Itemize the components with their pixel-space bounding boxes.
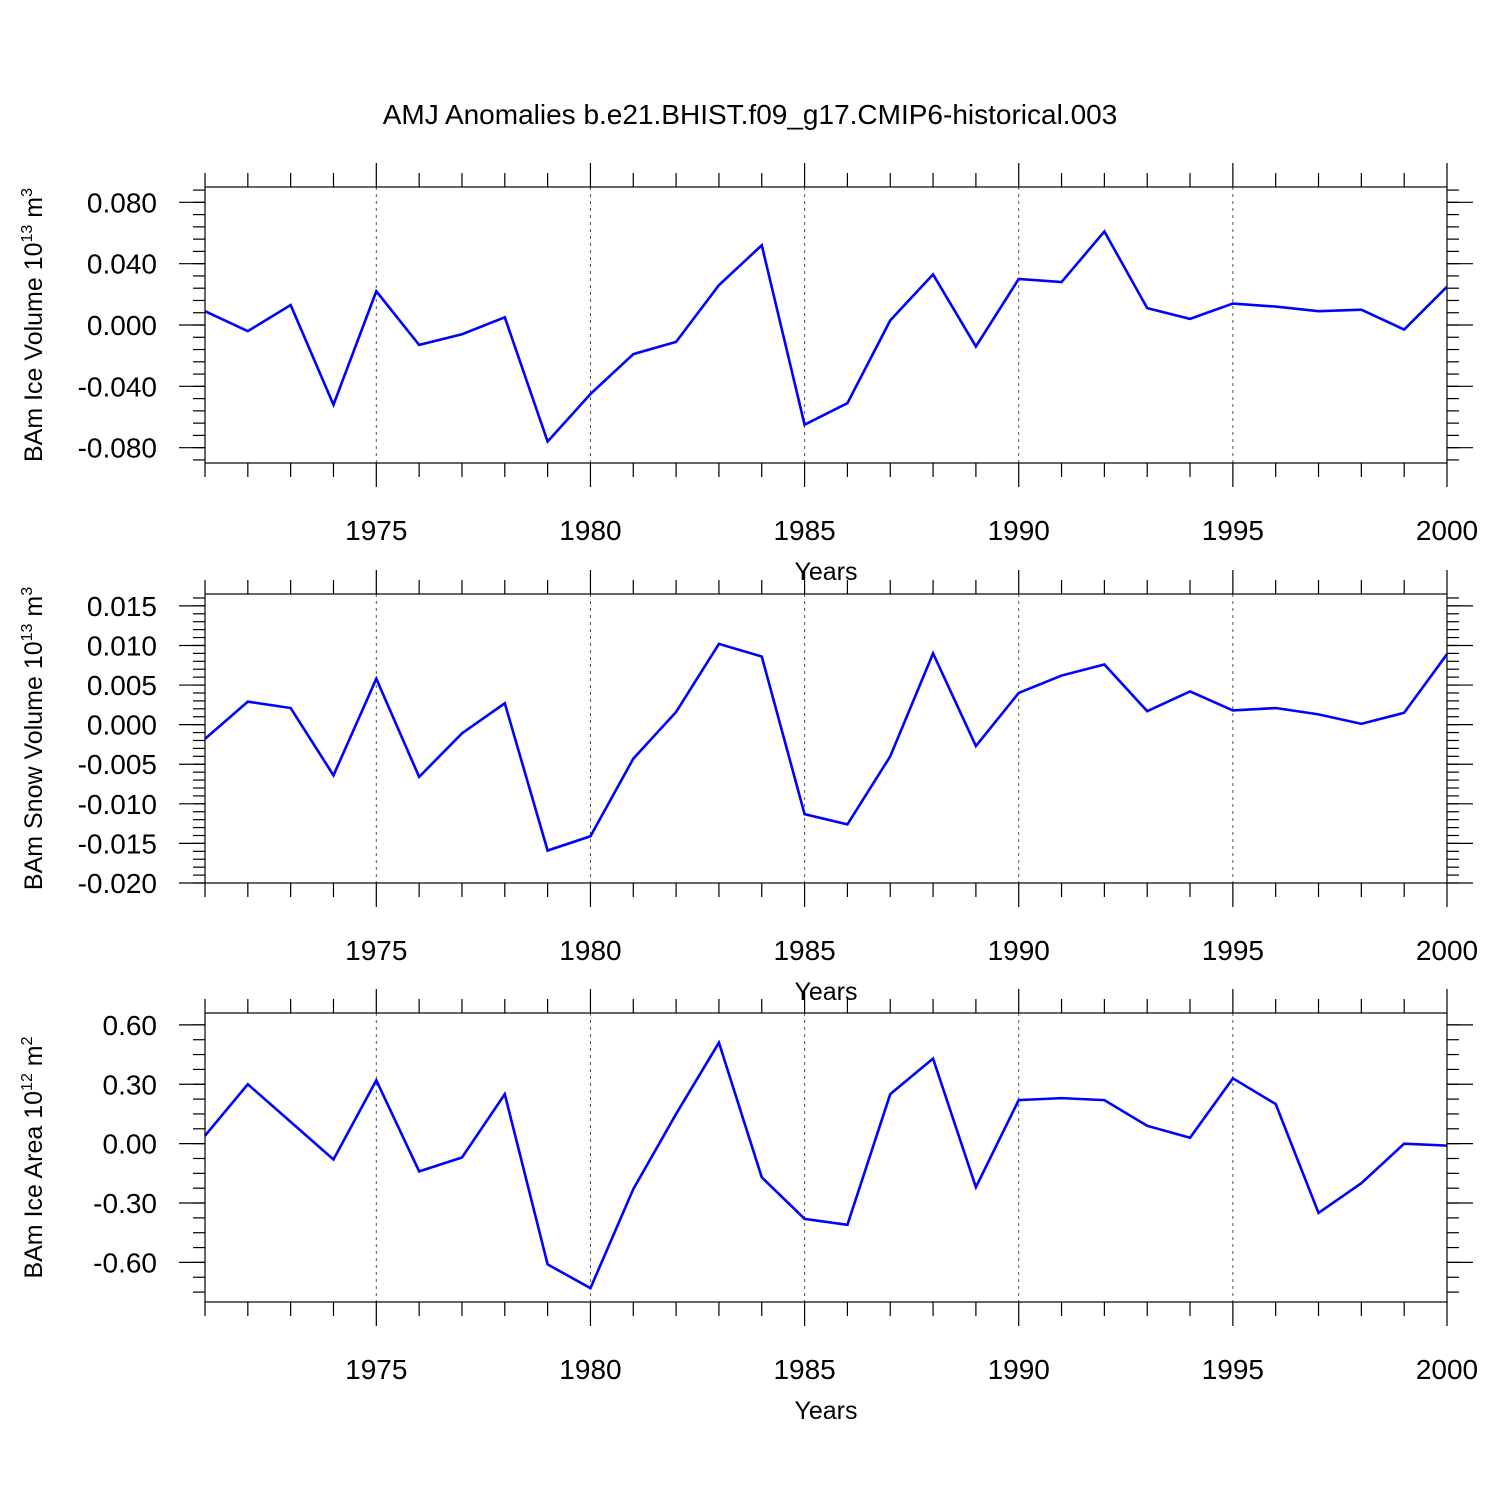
x-tick-label: 1975: [345, 515, 407, 546]
y-tick-label: 0.080: [87, 187, 157, 218]
x-tick-label: 1995: [1202, 1354, 1264, 1385]
x-tick-label: 1995: [1202, 515, 1264, 546]
y-tick-label: -0.30: [93, 1188, 157, 1219]
y-axis-label: BAm Snow Volume 1013 m3: [19, 587, 48, 890]
y-tick-label: -0.020: [78, 868, 157, 899]
plot-frame: [204, 1012, 1448, 1303]
y-tick-label: 0.040: [87, 249, 157, 280]
series-line: [204, 229, 1448, 445]
y-tick-label: 0.60: [103, 1010, 158, 1041]
y-tick-label: -0.080: [78, 433, 157, 464]
series-line: [204, 642, 1449, 853]
y-tick-label: -0.010: [78, 789, 157, 820]
y-axis-label: BAm Ice Area 1012 m2: [19, 1036, 48, 1278]
x-axis-label: Years: [794, 558, 857, 586]
x-tick-label: 1985: [773, 935, 835, 966]
x-tick-label: 1980: [559, 515, 621, 546]
x-tick-label: 1990: [988, 935, 1050, 966]
y-tick-label: 0.005: [87, 670, 157, 701]
chart-panel-3: -0.60 -0.30 0.00 0.30 0.60 1975 1980 1985 1990 19…: [19, 989, 1478, 1425]
x-tick-label: 2000: [1416, 935, 1478, 966]
y-tick-label: -0.015: [78, 828, 157, 859]
x-tick-label: 1985: [773, 1354, 835, 1385]
y-tick-label: 0.30: [103, 1069, 158, 1100]
y-tick-label: -0.005: [78, 749, 157, 780]
x-tick-label: 1980: [559, 935, 621, 966]
chart-panel-1: -0.080 -0.040 0.000 0.040 0.080 1975 1980 1985 1…: [19, 163, 1478, 586]
x-tick-label: 2000: [1416, 1354, 1478, 1385]
plot-frame: [204, 186, 1448, 464]
x-tick-label: 1995: [1202, 935, 1264, 966]
y-tick-label: 0.000: [87, 710, 157, 741]
x-axis-label: Years: [794, 1397, 857, 1425]
x-tick-label: 1985: [773, 515, 835, 546]
x-tick-label: 2000: [1416, 515, 1478, 546]
x-tick-label: 1990: [988, 1354, 1050, 1385]
y-tick-label: 0.010: [87, 630, 157, 661]
x-tick-label: 1980: [559, 1354, 621, 1385]
x-tick-label: 1975: [345, 1354, 407, 1385]
plot-frame: [204, 593, 1448, 884]
x-tick-label: 1975: [345, 935, 407, 966]
y-tick-label: 0.000: [87, 310, 157, 341]
chart-title: AMJ Anomalies b.e21.BHIST.f09_g17.CMIP6-…: [383, 99, 1118, 130]
y-tick-label: 0.00: [103, 1129, 158, 1160]
chart-panel-2: -0.020 -0.015 -0.010 -0.005 0.000 0.005 0.010 0…: [19, 570, 1478, 1006]
x-tick-label: 1990: [988, 515, 1050, 546]
y-tick-label: -0.60: [93, 1247, 157, 1278]
x-axis-label: Years: [794, 978, 857, 1006]
y-tick-label: 0.015: [87, 591, 157, 622]
y-tick-label: -0.040: [78, 371, 157, 402]
series-line: [204, 1039, 1448, 1290]
y-axis-label: BAm Ice Volume 1013 m3: [19, 188, 48, 462]
